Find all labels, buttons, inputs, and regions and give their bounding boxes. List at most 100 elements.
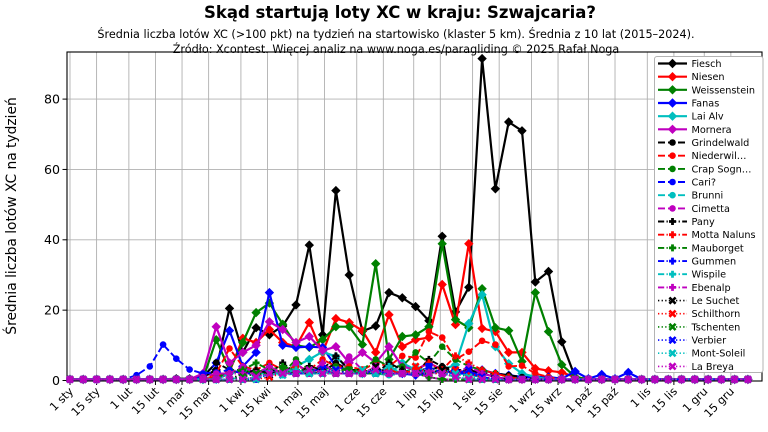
x-marker xyxy=(743,375,752,384)
x-marker xyxy=(637,375,646,384)
circle-marker xyxy=(669,205,676,212)
diamond-marker xyxy=(517,126,527,136)
diamond-marker xyxy=(504,325,514,336)
diamond-marker xyxy=(557,337,567,347)
x-marker xyxy=(105,375,114,384)
y-axis-label: Średnia liczba lotów XC na tydzień xyxy=(2,97,20,334)
circle-marker xyxy=(226,345,233,352)
x-marker xyxy=(212,375,221,384)
legend-label: Ebenalp xyxy=(692,283,731,294)
x-marker xyxy=(238,375,247,384)
legend-item: Cimetta xyxy=(658,204,730,215)
diamond-marker xyxy=(570,366,580,377)
x-marker xyxy=(531,375,540,384)
diamond-marker xyxy=(317,335,328,345)
circle-marker xyxy=(345,353,353,360)
circle-marker xyxy=(465,348,473,356)
diamond-marker xyxy=(304,331,314,342)
series-cari- xyxy=(66,341,752,383)
legend-item: Gummen xyxy=(658,257,736,268)
x-marker xyxy=(159,375,168,384)
diamond-marker xyxy=(304,240,314,250)
diamond-marker xyxy=(264,287,275,298)
diamond-marker xyxy=(557,367,567,378)
data-series xyxy=(66,53,753,385)
diamond-marker xyxy=(384,287,394,298)
x-marker xyxy=(145,375,154,384)
diamond-marker xyxy=(437,239,447,249)
y-tick-label: 40 xyxy=(44,232,60,247)
diamond-marker xyxy=(371,259,381,269)
x-marker xyxy=(677,375,686,384)
legend-item: Tschenten xyxy=(658,322,740,333)
x-marker xyxy=(610,375,620,384)
diamond-marker xyxy=(410,335,421,345)
plus-marker xyxy=(319,359,327,367)
x-marker xyxy=(185,375,194,384)
x-marker xyxy=(730,375,739,384)
diamond-marker xyxy=(371,321,381,331)
legend-box xyxy=(654,56,764,373)
circle-marker xyxy=(212,370,220,377)
legend-label: Verbier xyxy=(692,336,727,347)
diamond-marker xyxy=(667,111,678,121)
x-marker xyxy=(664,375,673,384)
circle-marker xyxy=(505,363,512,370)
x-tick-label: 15 kwi xyxy=(238,385,273,420)
plus-marker xyxy=(669,270,676,278)
x-marker xyxy=(650,375,659,384)
circle-marker xyxy=(212,359,220,366)
x-marker xyxy=(278,369,287,378)
circle-marker xyxy=(669,178,676,186)
diamond-marker xyxy=(291,342,301,353)
diamond-marker xyxy=(251,307,261,318)
legend-label: Grindelwald xyxy=(692,138,750,149)
legend-item: Fiesch xyxy=(658,58,722,70)
diamond-marker xyxy=(331,313,341,324)
circle-marker xyxy=(669,152,676,159)
x-marker xyxy=(544,375,553,384)
x-marker xyxy=(571,375,580,384)
x-tick-label: 15 lut xyxy=(129,385,162,418)
x-marker xyxy=(451,372,460,382)
diamond-marker xyxy=(211,322,221,332)
diamond-marker xyxy=(304,342,314,352)
diamond-marker xyxy=(667,85,678,95)
diamond-marker xyxy=(464,318,474,329)
diamond-marker xyxy=(623,367,633,378)
diamond-marker xyxy=(224,325,235,336)
circle-marker xyxy=(438,343,446,351)
plus-marker xyxy=(252,359,260,367)
legend-item: Grindelwald xyxy=(658,138,749,149)
diamond-marker xyxy=(437,279,447,290)
plus-marker xyxy=(669,257,676,265)
x-marker xyxy=(198,375,207,384)
legend-item: Niederwil… xyxy=(658,151,746,162)
x-marker xyxy=(517,375,527,384)
plus-marker xyxy=(669,283,676,291)
legend-label: Tschenten xyxy=(691,322,741,333)
x-tick-label: 15 sie xyxy=(472,385,505,418)
y-tick-label: 60 xyxy=(44,162,60,177)
legend-item: Fanas xyxy=(658,98,720,110)
legend-label: Motta Naluns xyxy=(692,230,756,241)
legend-label: Mauborget xyxy=(692,243,744,254)
x-marker xyxy=(668,349,677,358)
plus-marker xyxy=(438,375,446,383)
legend-label: Le Suchet xyxy=(692,296,740,307)
legend-label: Fanas xyxy=(692,99,720,110)
x-marker xyxy=(172,375,181,384)
x-marker xyxy=(132,375,141,384)
diamond-marker xyxy=(251,323,261,333)
legend-label: Cimetta xyxy=(692,204,730,215)
series-weissenstein xyxy=(66,239,753,385)
legend: Fiesch Niesen Weissenstein Fanas Lai Alv Morn… xyxy=(654,56,764,373)
legend-label: Wispile xyxy=(692,270,727,281)
diamond-marker xyxy=(667,124,678,134)
x-marker xyxy=(265,369,274,378)
diamond-marker xyxy=(667,58,678,69)
diamond-marker xyxy=(410,301,421,312)
diamond-marker xyxy=(331,185,341,196)
x-marker xyxy=(119,375,128,384)
